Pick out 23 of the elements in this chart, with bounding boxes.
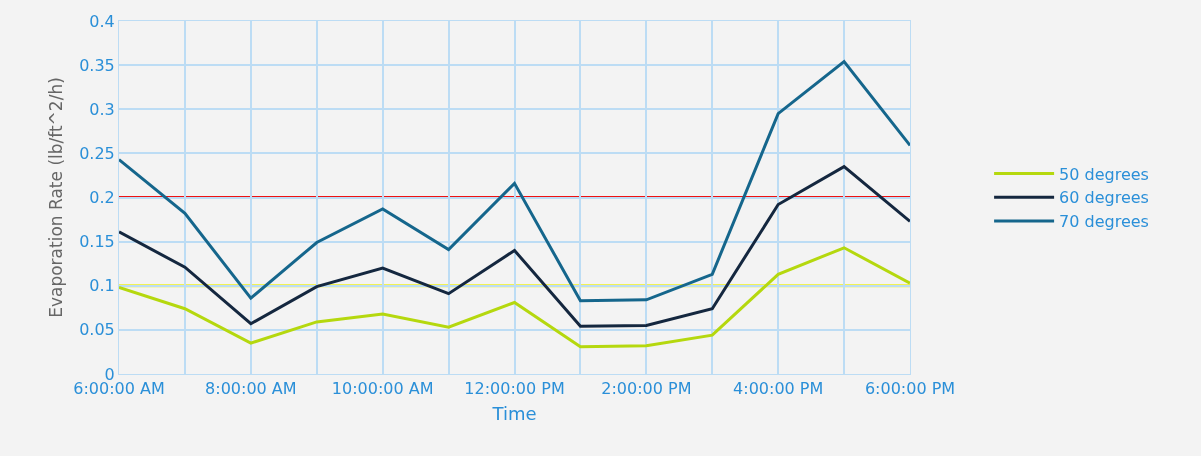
line-series <box>119 165 910 328</box>
y-axis-title: Evaporation Rate (lb/ft^2/h) <box>45 77 66 318</box>
y-tick-label: 0.05 <box>79 320 115 340</box>
x-tick-label: 2:00:00 PM <box>601 379 692 399</box>
y-tick-label: 0.15 <box>79 232 115 252</box>
line-series <box>119 246 910 349</box>
y-tick-label: 0.2 <box>89 188 115 208</box>
y-tick-label: 0.3 <box>89 99 115 119</box>
legend-label: 70 degrees <box>1059 212 1149 232</box>
line-series <box>119 60 910 303</box>
x-tick-label: 6:00:00 PM <box>864 379 956 399</box>
x-tick-label: 12:00:00 PM <box>464 379 565 399</box>
y-tick-label: 0.35 <box>79 55 115 75</box>
legend-label: 60 degrees <box>1059 188 1149 208</box>
x-tick-label: 6:00:00 AM <box>73 379 165 399</box>
x-tick-label: 8:00:00 AM <box>205 379 297 399</box>
y-tick-label: 0.1 <box>89 276 115 296</box>
y-tick-label: 0.4 <box>89 11 115 31</box>
x-axis-title: Time <box>491 403 537 425</box>
x-tick-label: 10:00:00 AM <box>331 379 434 399</box>
legend-label: 50 degrees <box>1059 164 1149 184</box>
x-tick-label: 4:00:00 PM <box>733 379 824 399</box>
y-tick-label: 0.25 <box>79 143 115 163</box>
